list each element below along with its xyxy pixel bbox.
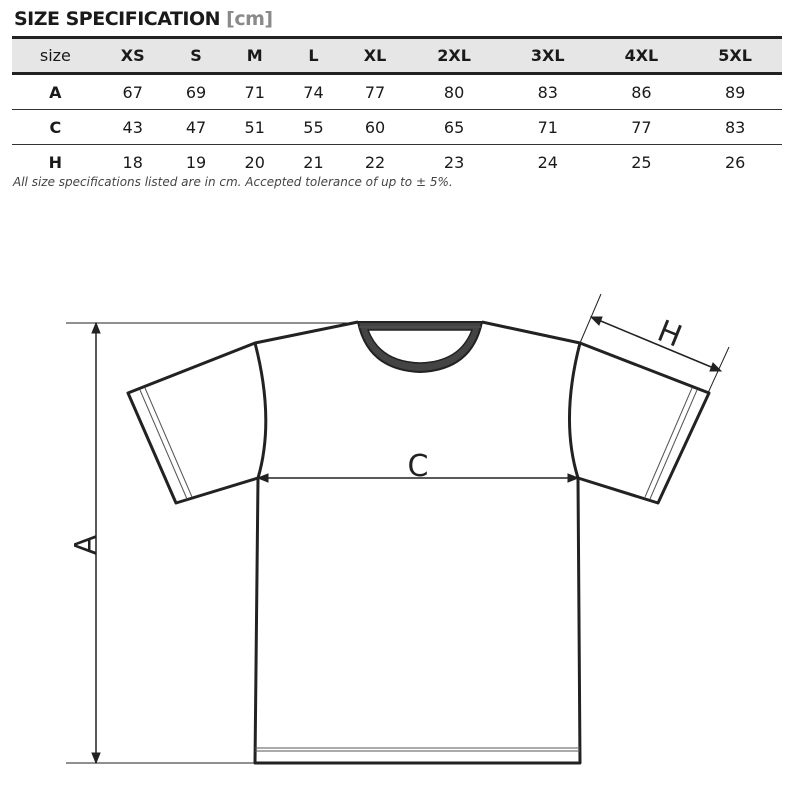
table-cell: 83 [500, 73, 595, 110]
bottom-hem-stitching [255, 747, 580, 752]
table-cell: 60 [342, 109, 408, 145]
tolerance-note: All size specifications listed are in cm… [13, 175, 453, 189]
table-cell: 22 [364, 152, 386, 172]
table-cell: 83 [688, 109, 782, 145]
size-column-header: XS [120, 46, 145, 65]
table-cell: 80 [407, 73, 501, 110]
dimension-a-arrowheads [91, 321, 101, 765]
table-cell: 25 [631, 152, 652, 172]
size-column-header: M [246, 46, 263, 65]
size-column-header: 5XL [718, 46, 752, 65]
table-cell: 55 [284, 109, 343, 145]
size-column-header: 3XL [530, 46, 565, 65]
size-column-header: L [308, 46, 319, 65]
page-title: SIZE SPECIFICATION [cm] [14, 8, 273, 30]
table-cell: 77 [594, 109, 689, 145]
table-row: H 18 19 20 21 22 23 24 25 26 [12, 145, 782, 180]
header-row: size XS S M L XL 2XL 3XL 4XL 5XL [12, 37, 782, 74]
label-a: A [69, 534, 104, 555]
right-armhole [568, 342, 582, 479]
tshirt-body-outline [126, 320, 711, 765]
table-cell: 67 [98, 73, 167, 110]
unit-label: [cm] [226, 8, 273, 30]
size-column-header: 2XL [437, 46, 471, 65]
row-label: H [48, 152, 63, 172]
row-label: C [12, 109, 99, 145]
table-cell: 24 [537, 152, 558, 172]
table-cell: 71 [225, 73, 285, 110]
table-cell: 89 [688, 73, 782, 110]
table-cell: 69 [166, 73, 226, 110]
size-column-header: 4XL [624, 46, 659, 65]
table-cell: 47 [166, 109, 226, 145]
table-cell: 23 [443, 152, 465, 172]
table-cell: 20 [244, 152, 265, 172]
table-cell: 71 [500, 109, 595, 145]
title-text: SIZE SPECIFICATION [14, 8, 221, 30]
table-row: C 43 47 51 55 60 65 71 77 83 [12, 109, 782, 145]
dimension-h-line [595, 318, 717, 370]
label-h: H [653, 314, 687, 355]
table-cell: 18 [122, 152, 143, 172]
size-column-header: XL [363, 46, 387, 65]
table-cell: 74 [284, 73, 343, 110]
left-armhole [253, 342, 268, 479]
table-cell: 26 [724, 152, 746, 172]
table-cell: 21 [303, 152, 324, 172]
size-column-header: S [190, 46, 202, 65]
table-cell: 19 [185, 152, 207, 172]
table-cell: 51 [225, 109, 285, 145]
right-sleeve-hem-stitching [644, 387, 698, 500]
dimension-h-arrowheads [589, 316, 723, 372]
size-table: size XS S M L XL 2XL 3XL 4XL 5XL A 67 69 71 74 77 80 83 8… [12, 36, 782, 179]
table-cell: 43 [98, 109, 167, 145]
collar-inner [367, 329, 473, 364]
row-label: A [12, 73, 99, 110]
size-label-header: size [39, 46, 71, 65]
table-cell: 77 [342, 73, 408, 110]
dimension-a-extension-lines [66, 322, 358, 764]
table-cell: 65 [407, 109, 501, 145]
label-c: C [408, 449, 429, 484]
left-sleeve-hem-stitching [139, 387, 193, 500]
table-row: A 67 69 71 74 77 80 83 86 89 [12, 73, 782, 110]
table-cell: 86 [594, 73, 689, 110]
dimension-c-arrowheads [256, 473, 580, 483]
